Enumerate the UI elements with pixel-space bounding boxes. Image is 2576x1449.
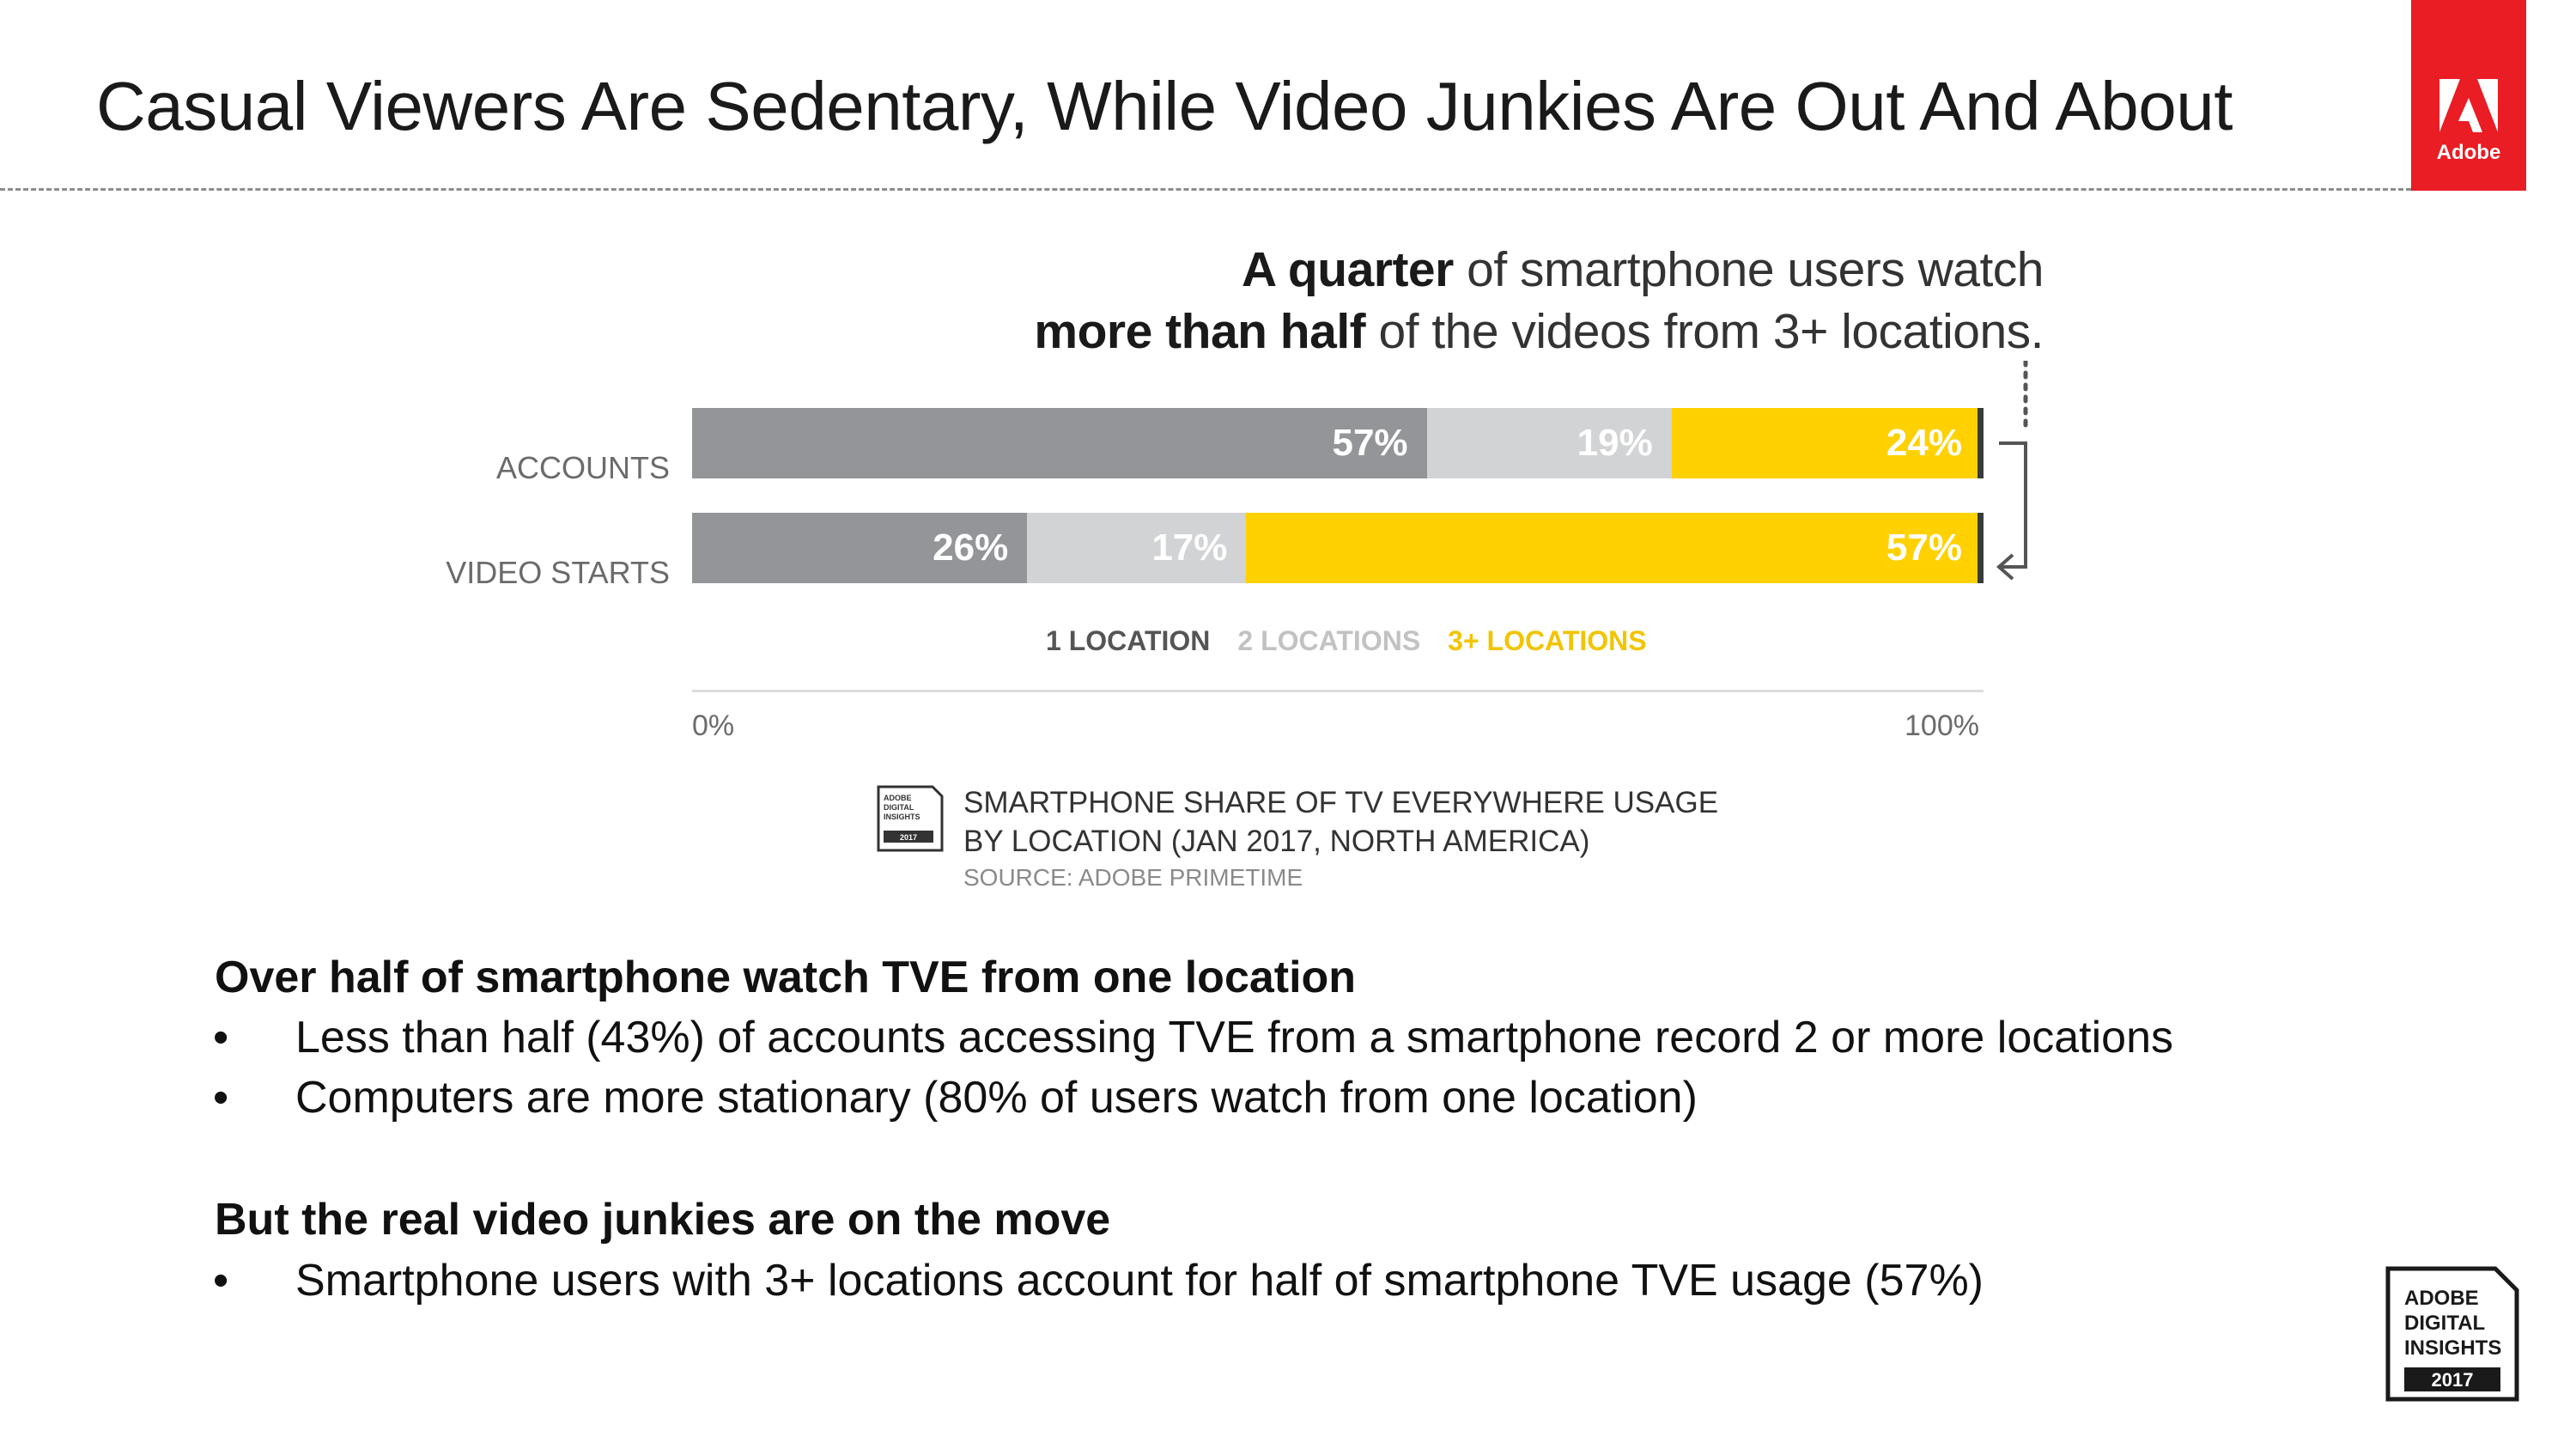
chart-source-note: SMARTPHONE SHARE OF TV EVERYWHERE USAGE … xyxy=(963,783,1718,895)
bar-segment: 24% xyxy=(1671,408,1981,478)
x-tick-label-100: 100% xyxy=(1905,709,1979,742)
finding-heading-2: But the real video junkies are on the mo… xyxy=(215,1195,1111,1245)
adobe-digital-insights-badge: ADOBE DIGITAL INSIGHTS 2017 xyxy=(2385,1266,2519,1402)
icon-line-3: INSIGHTS xyxy=(884,813,920,821)
bar-row-accounts: 57% 19% 24% xyxy=(692,408,1981,478)
headline-line1-rest: of smartphone users watch xyxy=(1453,242,2044,297)
slide-title: Casual Viewers Are Sedentary, While Vide… xyxy=(96,68,2233,144)
legend-item-2-locations: 2 LOCATIONS xyxy=(1237,625,1421,656)
bar-segment: 19% xyxy=(1426,408,1672,478)
icon-line-1: ADOBE xyxy=(884,794,912,802)
bar-segment: 57% xyxy=(1246,513,1981,583)
badge-line-3: INSIGHTS xyxy=(2404,1336,2501,1360)
x-axis-line xyxy=(692,690,1984,692)
bullet-dot: • xyxy=(213,1013,229,1062)
bar-segment: 57% xyxy=(692,408,1427,478)
finding-bullet: • Less than half (43%) of accounts access… xyxy=(213,1012,2173,1063)
icon-year: 2017 xyxy=(900,833,917,842)
bullet-text: Less than half (43%) of accounts accessi… xyxy=(295,1013,2173,1062)
finding-heading-1: Over half of smartphone watch TVE from o… xyxy=(215,953,1357,1002)
finding-bullet: • Smartphone users with 3+ locations acco… xyxy=(213,1255,1984,1306)
badge-line-2: DIGITAL xyxy=(2404,1312,2485,1335)
note-line-2: BY LOCATION (JAN 2017, NORTH AMERICA) xyxy=(963,825,1590,858)
legend-item-1-location: 1 LOCATION xyxy=(1046,625,1211,656)
bracket-arrow-icon xyxy=(1996,361,2028,581)
bar-value-label: 26% xyxy=(933,527,1009,569)
bar-segment: 26% xyxy=(692,513,1028,583)
headline-line2-rest: of the videos from 3+ locations. xyxy=(1365,304,2044,359)
bar-value-label: 57% xyxy=(1886,527,1962,569)
bar-value-label: 57% xyxy=(1332,422,1408,464)
bar-value-label: 17% xyxy=(1151,527,1228,569)
bar-row-video-starts: 26% 17% 57% xyxy=(692,513,1981,583)
bar-value-label: 24% xyxy=(1886,422,1962,464)
bullet-text: Smartphone users with 3+ locations accou… xyxy=(295,1256,1984,1306)
bullet-dot: • xyxy=(213,1256,229,1306)
bar-value-label: 19% xyxy=(1577,422,1653,464)
chart-legend: 1 LOCATION 2 LOCATIONS 3+ LOCATIONS xyxy=(1046,625,1647,657)
bar-end-marker xyxy=(1978,408,1984,478)
bullet-dot: • xyxy=(213,1073,229,1123)
icon-line-2: DIGITAL xyxy=(884,803,914,812)
adobe-digital-insights-icon: ADOBE DIGITAL INSIGHTS 2017 xyxy=(877,785,944,852)
legend-item-3plus-locations: 3+ LOCATIONS xyxy=(1448,625,1647,656)
category-label-accounts: ACCOUNTS xyxy=(495,450,670,485)
adobe-a-icon xyxy=(2439,79,2498,132)
headline-line2-bold: more than half xyxy=(1034,304,1366,359)
x-tick-label-0: 0% xyxy=(692,709,735,742)
adobe-logo-text: Adobe xyxy=(2436,141,2501,164)
category-label-video-starts: VIDEO STARTS xyxy=(446,555,670,590)
headline-line1-bold: A quarter xyxy=(1242,242,1454,297)
chart-headline: A quarter of smartphone users watch more… xyxy=(945,239,2044,362)
bar-end-marker xyxy=(1978,513,1984,583)
adobe-logo: Adobe xyxy=(2411,0,2526,191)
bullet-text: Computers are more stationary (80% of us… xyxy=(295,1073,1698,1123)
title-divider xyxy=(0,188,2411,191)
badge-line-1: ADOBE xyxy=(2404,1287,2479,1310)
finding-bullet: • Computers are more stationary (80% of u… xyxy=(213,1072,1698,1123)
note-source: SOURCE: ADOBE PRIMETIME xyxy=(963,864,1303,891)
badge-year: 2017 xyxy=(2432,1369,2474,1391)
note-line-1: SMARTPHONE SHARE OF TV EVERYWHERE USAGE xyxy=(963,786,1719,819)
bar-segment: 17% xyxy=(1027,513,1247,583)
